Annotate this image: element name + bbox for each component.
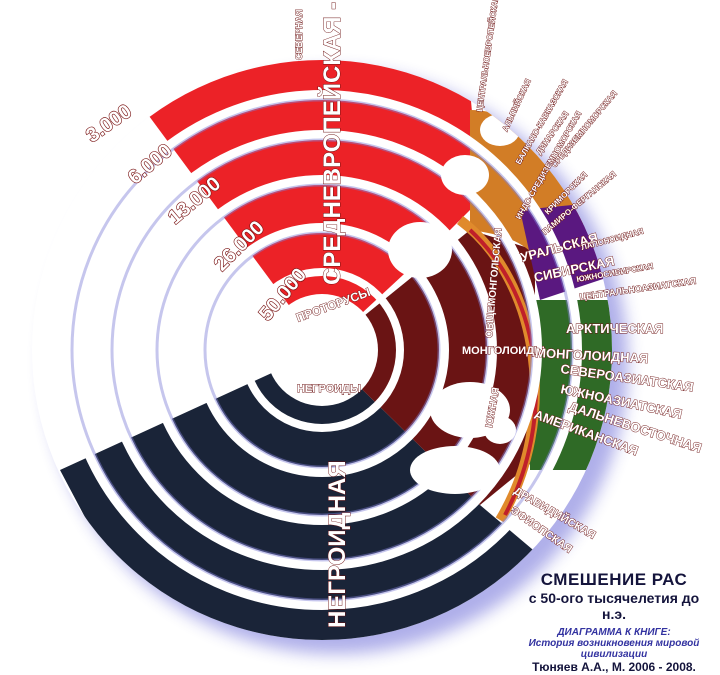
negroid-sector: [60, 350, 545, 640]
ring-shading: [70, 98, 574, 602]
caption-subtitle: с 50-ого тысячелетия до н.э.: [528, 590, 700, 622]
green-branch-band: [530, 300, 612, 470]
branch-central-european: ЦЕНТРАЛЬНОЕВРОПЕЙСКАЯ: [475, 0, 500, 112]
caption-title: СМЕШЕНИЕ РАС: [540, 570, 688, 589]
white-blobs: [388, 114, 520, 494]
mongoloid-core-label: МОНГОЛОИДЫ: [462, 345, 545, 357]
europeoid-label: СРЕДНЕВРОПЕЙСКАЯ - РУССКАЯ: [318, 0, 346, 285]
negroid-label: НЕГРОИДНАЯ: [324, 460, 351, 628]
caption-book: История возникновения мировой цивилизаци…: [528, 638, 700, 660]
branch-mongoloid: МОНГОЛОИДНАЯ: [535, 345, 649, 366]
north-label: СЕВЕРНАЯ: [294, 10, 304, 60]
negroid-core-label: НЕГРОИДЫ: [297, 383, 361, 395]
caption-note: ДИАГРАММА К КНИГЕ:: [557, 627, 671, 638]
caption-author: Тюняев А.А., М. 2006 - 2008.: [532, 660, 696, 674]
branch-alpine: АЛЬПИЙСКАЯ: [501, 77, 533, 132]
center-hole: [266, 294, 378, 406]
caption-box: СМЕШЕНИЕ РАС с 50-ого тысячелетия до н.э…: [516, 570, 712, 674]
ring-lines: [62, 90, 582, 610]
branch-arctic: АРКТИЧЕСКАЯ: [566, 321, 663, 336]
